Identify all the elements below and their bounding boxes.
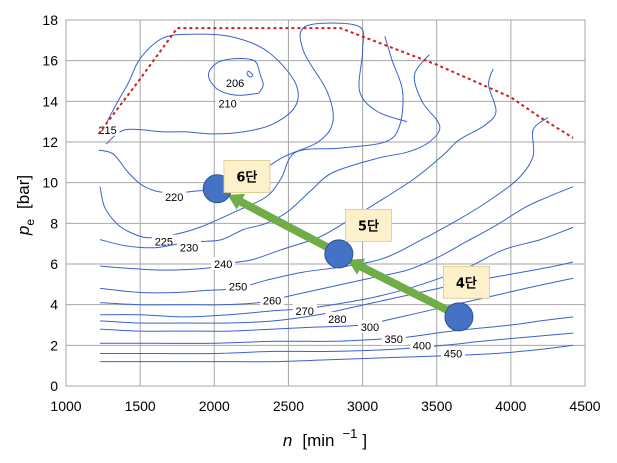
gear-operating-point — [324, 239, 354, 269]
contour-label-270: 270 — [296, 306, 314, 318]
contour-label-bg — [441, 346, 466, 360]
contour-line-240 — [100, 68, 497, 271]
contour-line-350 — [100, 316, 574, 344]
contour-label-bg — [260, 293, 285, 307]
contour-line-400 — [100, 332, 574, 355]
contour-line-270 — [100, 226, 574, 318]
contour-line-206 — [246, 70, 254, 78]
x-tick-label: 1000 — [50, 398, 81, 414]
x-tick-label: 4500 — [569, 398, 600, 414]
contour-label-bg — [162, 189, 187, 203]
contour-label-bg — [226, 279, 251, 293]
full-load-curve — [97, 27, 574, 139]
gear-label: 6단 — [236, 170, 257, 186]
contour-label-bg — [223, 76, 248, 90]
contour-label-bg — [357, 320, 382, 334]
contour-label-280: 280 — [328, 314, 346, 326]
contour-label-215: 215 — [98, 125, 116, 137]
contour-label-210: 210 — [218, 98, 236, 110]
contour-line-250 — [100, 117, 549, 294]
y-tick-label: 4 — [50, 297, 58, 313]
bsfc-contours: 2062102152202252302402502602702803003504… — [95, 22, 574, 363]
contour-label-bg — [177, 240, 202, 254]
contour-label-240: 240 — [214, 259, 232, 271]
contour-line-215 — [105, 33, 299, 145]
gear-label: 5단 — [358, 218, 379, 234]
x-tick-label: 2500 — [273, 398, 304, 414]
contour-line-225 — [99, 36, 404, 239]
y-tick-label: 0 — [50, 378, 58, 394]
x-tick-label: 4000 — [495, 398, 526, 414]
y-tick-label: 12 — [42, 134, 58, 150]
y-tick-label: 2 — [50, 337, 58, 353]
shift-arrow — [227, 193, 331, 252]
contour-label-bg — [215, 96, 240, 110]
plot-border — [65, 19, 586, 387]
contour-label-250: 250 — [229, 281, 247, 293]
contour-line-280 — [100, 261, 574, 324]
x-tick-label: 1500 — [125, 398, 156, 414]
contour-label-206: 206 — [226, 78, 244, 90]
contour-label-bg — [325, 311, 350, 325]
contour-label-bg — [409, 338, 434, 352]
x-tick-label: 3500 — [421, 398, 452, 414]
gear-label-box — [223, 160, 271, 193]
y-axis-title: pe[bar] — [14, 175, 37, 236]
gear-label-box — [345, 208, 392, 242]
contour-label-bg — [381, 332, 406, 346]
grid-lines — [65, 19, 586, 387]
contour-line-230 — [99, 54, 441, 249]
contour-label-450: 450 — [444, 348, 462, 360]
shift-arrows — [227, 193, 451, 315]
gear-label: 4단 — [456, 275, 477, 291]
x-tick-label: 2000 — [199, 398, 230, 414]
contour-label-350: 350 — [385, 334, 403, 346]
contour-label-bg — [151, 234, 176, 248]
y-tick-label: 16 — [42, 53, 58, 69]
contour-label-bg — [292, 303, 317, 317]
x-tick-labels: 1000 1500 2000 2500 3000 3500 4000 4500 — [50, 398, 600, 414]
shift-arrow — [347, 258, 451, 315]
y-tick-label: 8 — [50, 215, 58, 231]
contour-line-260 — [100, 186, 574, 306]
operating-points: 6단 5단 4단 — [202, 160, 490, 332]
y-tick-label: 6 — [50, 256, 58, 272]
x-axis-title: n [min −1] — [283, 426, 367, 450]
contour-label-400: 400 — [413, 340, 431, 352]
y-tick-label: 14 — [42, 93, 58, 109]
contour-label-260: 260 — [263, 296, 281, 308]
contour-label-300: 300 — [361, 322, 379, 334]
gear-operating-point — [444, 302, 474, 332]
contour-line-220 — [98, 22, 408, 194]
x-tick-label: 3000 — [347, 398, 378, 414]
contour-label-230: 230 — [180, 243, 198, 255]
contour-line-450 — [100, 344, 574, 363]
contour-line-210 — [207, 57, 264, 96]
y-tick-label: 18 — [42, 12, 58, 28]
y-tick-label: 10 — [42, 175, 58, 191]
full-load-line — [97, 27, 574, 139]
gear-label-box — [442, 265, 490, 299]
contour-label-220: 220 — [165, 192, 183, 204]
contour-label-bg — [211, 257, 236, 270]
y-tick-labels: 0 2 4 6 8 10 12 14 16 18 — [42, 12, 58, 394]
plot-area — [66, 20, 585, 386]
contour-label-bg — [95, 122, 120, 136]
